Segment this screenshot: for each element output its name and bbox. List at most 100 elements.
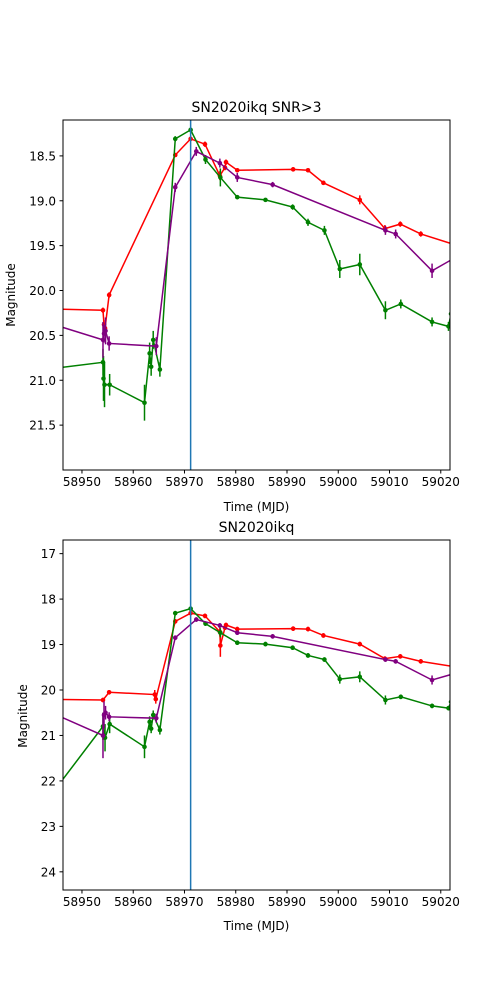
x-tick-label: 58950 bbox=[63, 895, 101, 909]
y-tick-label: 19 bbox=[41, 638, 56, 652]
x-tick-label: 59000 bbox=[319, 475, 357, 489]
data-point bbox=[193, 149, 199, 154]
data-point bbox=[100, 697, 106, 703]
data-point bbox=[217, 160, 223, 166]
data-point bbox=[418, 231, 424, 237]
data-point bbox=[157, 727, 163, 733]
data-point bbox=[305, 220, 311, 225]
y-tick-label: 19.0 bbox=[29, 194, 56, 208]
data-point bbox=[321, 633, 326, 638]
chart-title: SN2020ikq bbox=[219, 520, 295, 536]
data-point bbox=[100, 733, 106, 738]
data-point bbox=[217, 623, 223, 628]
data-point bbox=[263, 197, 268, 203]
y-tick-label: 20 bbox=[41, 684, 56, 698]
data-point bbox=[357, 674, 363, 680]
data-point bbox=[106, 689, 112, 695]
axes-frame bbox=[62, 119, 451, 471]
data-point bbox=[337, 266, 343, 272]
x-tick-label: 58970 bbox=[165, 895, 203, 909]
data-point bbox=[383, 228, 388, 233]
y-tick-label: 17 bbox=[41, 547, 56, 561]
data-point bbox=[290, 167, 296, 172]
x-tick-label: 58960 bbox=[114, 475, 152, 489]
y-tick-label: 21.5 bbox=[29, 419, 56, 433]
data-point bbox=[150, 337, 156, 343]
data-point bbox=[106, 714, 112, 720]
data-point bbox=[234, 626, 240, 632]
x-tick-label: 59020 bbox=[422, 895, 460, 909]
y-axis-label: Magnitude bbox=[16, 684, 30, 748]
data-point bbox=[234, 194, 240, 200]
data-point bbox=[234, 630, 240, 636]
y-tick-label: 18.5 bbox=[29, 149, 56, 163]
data-point bbox=[147, 719, 152, 725]
data-point bbox=[263, 641, 268, 647]
data-point bbox=[270, 182, 275, 187]
data-point bbox=[383, 657, 388, 662]
x-tick-label: 58950 bbox=[63, 475, 101, 489]
x-tick-label: 59000 bbox=[319, 895, 357, 909]
data-point bbox=[234, 175, 240, 180]
data-point bbox=[322, 657, 327, 662]
x-tick-label: 58990 bbox=[268, 475, 306, 489]
data-point bbox=[393, 659, 398, 664]
data-point bbox=[223, 159, 229, 165]
data-point bbox=[172, 610, 178, 616]
data-point bbox=[142, 400, 147, 405]
panel-snr-filtered: SN2020ikq SNR>3 Time (MJD) Magnitude 589… bbox=[4, 100, 460, 514]
data-point bbox=[446, 705, 450, 711]
x-tick-label: 58980 bbox=[217, 895, 255, 909]
data-point bbox=[150, 712, 156, 718]
data-point bbox=[398, 694, 404, 700]
data-point bbox=[153, 715, 159, 721]
data-point bbox=[357, 197, 363, 203]
data-point bbox=[103, 710, 108, 716]
data-point bbox=[305, 626, 311, 632]
data-point bbox=[397, 221, 403, 227]
panel-all-points: SN2020ikq Time (MJD) Magnitude 58950 5896… bbox=[16, 520, 460, 933]
data-point bbox=[106, 341, 112, 346]
data-point bbox=[397, 654, 403, 659]
data-point bbox=[153, 343, 159, 349]
data-point bbox=[172, 635, 178, 641]
data-point bbox=[383, 307, 388, 313]
y-tick-label: 22 bbox=[41, 774, 56, 788]
y-tick-label: 21.0 bbox=[29, 374, 56, 388]
data-point bbox=[337, 676, 343, 682]
y-tick-label: 21 bbox=[41, 729, 56, 743]
x-tick-label: 58990 bbox=[268, 895, 306, 909]
y-axis-label: Magnitude bbox=[4, 263, 18, 327]
data-point bbox=[102, 382, 107, 388]
data-point bbox=[383, 697, 388, 703]
data-point bbox=[203, 157, 208, 162]
data-point bbox=[157, 367, 163, 372]
y-tick-label: 20.0 bbox=[29, 284, 56, 298]
data-point bbox=[142, 744, 147, 750]
data-point bbox=[223, 622, 229, 628]
data-point bbox=[270, 634, 275, 639]
data-point bbox=[321, 180, 326, 186]
x-axis-label: Time (MJD) bbox=[223, 500, 290, 514]
data-point bbox=[148, 364, 154, 370]
data-point bbox=[429, 703, 435, 709]
data-point bbox=[172, 136, 178, 142]
series-line bbox=[63, 128, 450, 404]
data-point bbox=[106, 292, 112, 298]
data-point bbox=[100, 307, 106, 313]
x-tick-label: 59010 bbox=[370, 895, 408, 909]
data-point bbox=[103, 328, 108, 334]
data-point bbox=[290, 204, 295, 210]
x-tick-label: 59020 bbox=[422, 475, 460, 489]
x-tick-label: 58960 bbox=[114, 895, 152, 909]
data-point bbox=[218, 643, 223, 648]
data-point bbox=[322, 228, 327, 233]
y-tick-label: 20.5 bbox=[29, 329, 56, 343]
data-point bbox=[305, 653, 311, 658]
data-point bbox=[357, 262, 363, 267]
data-point bbox=[398, 301, 404, 307]
data-point bbox=[218, 175, 223, 180]
y-tick-label: 24 bbox=[41, 865, 56, 879]
